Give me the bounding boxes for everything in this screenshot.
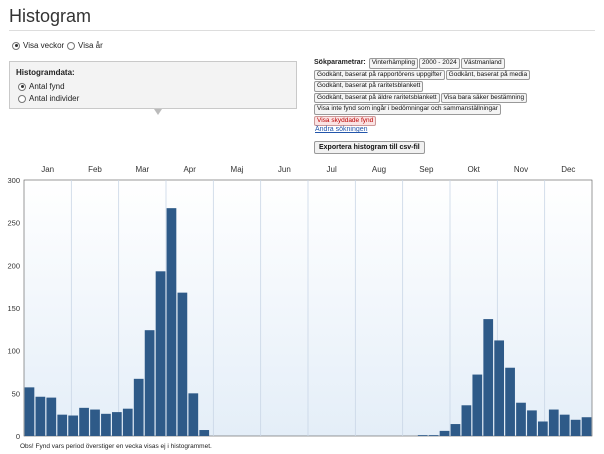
search-parameters: Sökparametrar: Vinterhämpling 2000 - 2024 V… (314, 58, 596, 127)
export-csv-button[interactable]: Exportera histogram till csv-fil (314, 141, 425, 154)
month-label: Mar (135, 165, 149, 174)
count-individuals-label: Antal individer (29, 94, 80, 103)
search-tag-period: 2000 - 2024 (419, 58, 460, 69)
histogram-bar-week-4[interactable] (57, 414, 68, 436)
histogram-bar-week-39[interactable] (439, 430, 450, 436)
month-label: Maj (231, 165, 244, 174)
histogram-data-panel: Histogramdata: Antal fynd Antal individe… (9, 61, 297, 109)
count-findings-option[interactable]: Antal fynd (18, 82, 65, 91)
change-search-link[interactable]: Ändra sökningen (315, 126, 368, 133)
histogram-bar-week-9[interactable] (111, 412, 122, 436)
panel-pointer-arrow (154, 109, 162, 115)
y-tick-label: 200 (7, 261, 20, 270)
histogram-bar-week-49[interactable] (548, 409, 559, 436)
histogram-bar-week-43[interactable] (483, 319, 494, 436)
month-label: Sep (419, 165, 434, 174)
footnote: Obs! Fynd vars period överstiger en veck… (20, 443, 212, 450)
view-weeks-label: Visa veckor (23, 41, 65, 50)
histogram-bar-week-11[interactable] (133, 378, 144, 436)
histogram-bar-week-17[interactable] (199, 430, 210, 436)
month-label: Nov (514, 165, 528, 174)
search-tag-protected: Visa skyddade fynd (314, 115, 377, 126)
histogram-bar-week-8[interactable] (101, 413, 111, 436)
month-label: Jul (327, 165, 337, 174)
page-title: Histogram (9, 6, 92, 26)
search-tag-certain-id: Visa bara säker bestämning (440, 92, 528, 103)
y-tick-label: 300 (7, 176, 20, 185)
month-label: Dec (561, 165, 575, 174)
histogram-bar-week-52[interactable] (581, 417, 592, 436)
month-label: Feb (88, 165, 102, 174)
month-label: Apr (183, 165, 196, 174)
histogram-bar-week-48[interactable] (537, 421, 548, 436)
view-years-option[interactable]: Visa år (67, 41, 103, 50)
view-weeks-radio[interactable] (12, 41, 20, 50)
search-tag-approved-reporter: Godkänt, baserat på rapportörens uppgift… (314, 69, 445, 80)
histogram-bar-week-7[interactable] (90, 409, 100, 436)
histogram-bar-week-38[interactable] (428, 435, 439, 436)
search-tag-approved-media: Godkänt, baserat på media (445, 69, 531, 80)
histogram-data-title: Histogramdata: (16, 68, 75, 77)
histogram-bar-week-1[interactable] (24, 387, 35, 436)
count-individuals-radio[interactable] (18, 94, 26, 103)
month-labels: Jan Feb Mar Apr Maj Jun Jul Aug Sep Okt Nov Dec (41, 165, 575, 174)
y-tick-label: 0 (16, 432, 20, 441)
month-gridlines (70, 180, 546, 436)
search-tag-species: Vinterhämpling (368, 58, 418, 69)
histogram-bar-week-50[interactable] (559, 414, 570, 436)
view-years-label: Visa år (78, 41, 103, 50)
bars (24, 208, 592, 436)
histogram-bar-week-5[interactable] (68, 415, 79, 436)
histogram-bar-week-15[interactable] (177, 292, 188, 436)
histogram-chart: Jan Feb Mar Apr Maj Jun Jul Aug Sep Okt Nov Dec 0 50… (7, 165, 593, 441)
histogram-bar-week-14[interactable] (166, 208, 177, 436)
count-findings-label: Antal fynd (29, 82, 65, 91)
histogram-bar-week-41[interactable] (461, 405, 472, 436)
y-tick-label: 50 (12, 389, 20, 398)
count-findings-radio[interactable] (18, 82, 26, 91)
month-label: Okt (467, 165, 480, 174)
histogram-bar-week-45[interactable] (505, 367, 515, 436)
histogram-bar-week-37[interactable] (417, 435, 428, 436)
y-axis-labels: 0 50 100 150 200 250 300 (7, 176, 20, 441)
view-years-radio[interactable] (67, 41, 75, 50)
month-label: Jan (41, 165, 54, 174)
y-tick-label: 250 (7, 219, 20, 228)
title-divider (9, 30, 595, 31)
histogram-bar-week-42[interactable] (472, 374, 483, 436)
histogram-bar-week-46[interactable] (516, 402, 526, 436)
histogram-bar-week-6[interactable] (79, 407, 89, 436)
histogram-bar-week-16[interactable] (188, 393, 199, 436)
histogram-bar-week-51[interactable] (570, 419, 581, 436)
histogram-bar-week-40[interactable] (450, 424, 461, 436)
search-tag-exclude-assessments: Visa inte fynd som ingår i bedömningar o… (314, 104, 501, 115)
histogram-bar-week-12[interactable] (144, 330, 155, 436)
search-params-label: Sökparametrar: (314, 59, 366, 66)
histogram-bar-week-2[interactable] (35, 396, 46, 436)
histogram-bar-week-13[interactable] (155, 271, 166, 436)
month-label: Jun (278, 165, 291, 174)
search-tag-approved-rarity-form: Godkänt, baserat på raritetsblankett (314, 81, 424, 92)
month-label: Aug (372, 165, 386, 174)
histogram-bar-week-44[interactable] (494, 340, 505, 436)
histogram-bar-week-3[interactable] (46, 397, 57, 436)
histogram-bar-week-10[interactable] (122, 408, 133, 436)
count-individuals-option[interactable]: Antal individer (18, 94, 79, 103)
view-weeks-option[interactable]: Visa veckor (12, 41, 64, 50)
search-tag-region: Västmanland (460, 58, 505, 69)
y-tick-label: 100 (7, 347, 20, 356)
search-tag-approved-old-rarity-form: Godkänt, baserat på äldre raritetsblanke… (314, 92, 440, 103)
y-tick-label: 150 (7, 304, 20, 313)
histogram-bar-week-47[interactable] (527, 410, 537, 436)
